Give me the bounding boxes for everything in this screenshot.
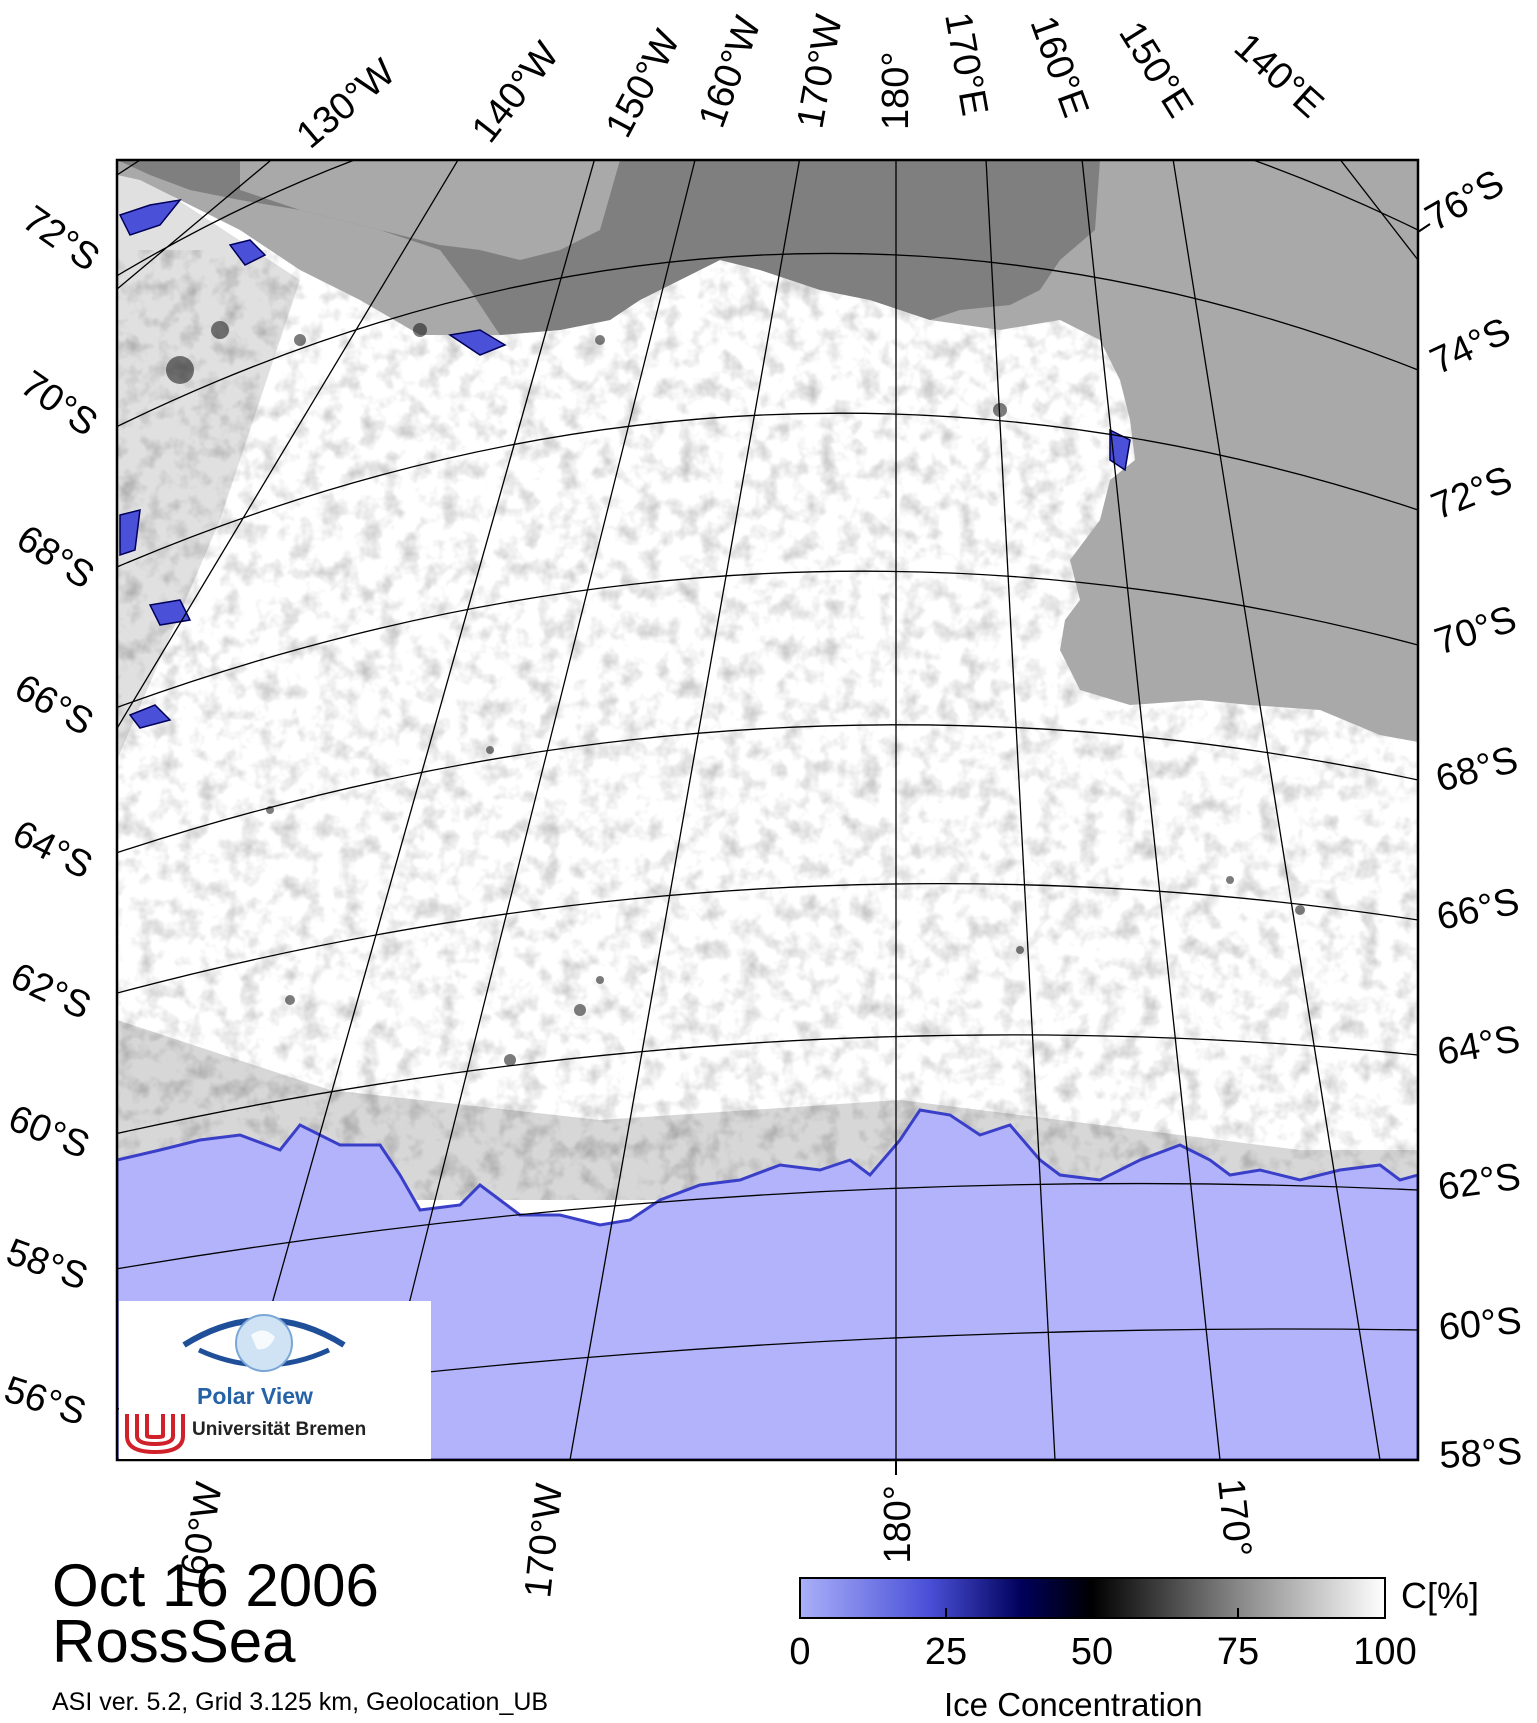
lat-left-68s: 68°S [9,517,101,597]
logo-text: Polar View [197,1383,313,1409]
lat-right-74s: 74°S [1424,310,1517,383]
colorbar-tick-50: 50 [1070,1631,1114,1673]
map-frame [115,158,1420,1462]
lon-label-140e: 140°E [1226,25,1331,126]
longitude-lines [117,160,1418,1460]
top-longitude-labels: 130°W 140°W 150°W 160°W 170°W 180° 170°E… [289,9,1332,157]
ice-dark-spots [166,321,1305,1066]
colorbar-tick-75: 75 [1216,1631,1260,1673]
land-antarctica [117,160,1418,742]
eye-icon [182,1314,346,1372]
lon-label-150w: 150°W [598,23,689,144]
ice-edge-dark-band [117,1020,1418,1200]
map-date: Oct 16 2006 [52,1552,379,1619]
lon-bottom-180: 180° [877,1485,919,1564]
colorbar-ticks [945,1608,1239,1618]
lat-left-64s: 64°S [6,813,99,888]
lat-right-70s: 70°S [1430,598,1522,664]
map-caption: ASI ver. 5.2, Grid 3.125 km, Geolocation… [52,1688,549,1716]
lon-label-140w: 140°W [464,34,568,150]
lat-right-60s: 60°S [1437,1300,1523,1349]
label-ticks [895,223,1431,1475]
land-marie-byrd [240,160,620,260]
university-logo-icon [125,1414,185,1455]
lon-bottom-170w: 170°W [517,1481,571,1599]
logo-university-text: Universität Bremen [192,1419,367,1440]
lon-label-130w: 130°W [289,51,404,157]
map-region: RossSea [52,1608,296,1675]
lon-label-170w: 170°W [790,11,851,131]
lat-right-68s: 68°S [1431,739,1522,801]
lat-right-76s: 76°S [1419,162,1512,240]
lat-left-62s: 62°S [4,955,97,1028]
latitude-lines [117,160,1418,1410]
polynya-patches [118,198,1131,729]
lat-left-72s: 72°S [15,198,107,280]
colorbar-tick-25: 25 [924,1631,968,1673]
lon-label-160w: 160°W [691,11,770,133]
right-latitude-labels: 76°S 74°S 72°S 70°S 68°S 66°S 64°S 62°S … [1419,162,1524,1477]
lon-label-180: 180° [875,51,917,130]
lat-left-58s: 58°S [1,1231,93,1299]
lat-right-72s: 72°S [1426,458,1519,528]
colorbar-tick-0: 0 [789,1631,811,1673]
logo-polar-view: Polar View Universität Bremen [119,1301,431,1459]
colorbar-title: Ice Concentration [944,1686,1203,1723]
lat-left-70s: 70°S [13,363,105,445]
lat-right-58s: 58°S [1438,1431,1523,1477]
lon-bottom-170: 170° [1209,1477,1259,1560]
left-latitude-labels: 72°S 70°S 68°S 66°S 64°S 62°S 60°S 58°S … [0,198,107,1434]
lon-label-170e: 170°E [936,9,995,119]
lat-right-62s: 62°S [1435,1156,1523,1209]
lat-left-56s: 56°S [0,1369,91,1435]
lon-label-160e: 160°E [1022,11,1097,123]
lat-left-66s: 66°S [8,666,101,744]
lon-label-150e: 150°E [1110,15,1201,125]
lat-right-66s: 66°S [1433,881,1523,939]
open-water [117,1108,1418,1460]
lat-left-60s: 60°S [3,1097,96,1167]
colorbar-unit: C[%] [1401,1575,1480,1616]
lat-right-64s: 64°S [1434,1018,1523,1074]
colorbar-tick-100: 100 [1353,1631,1417,1673]
